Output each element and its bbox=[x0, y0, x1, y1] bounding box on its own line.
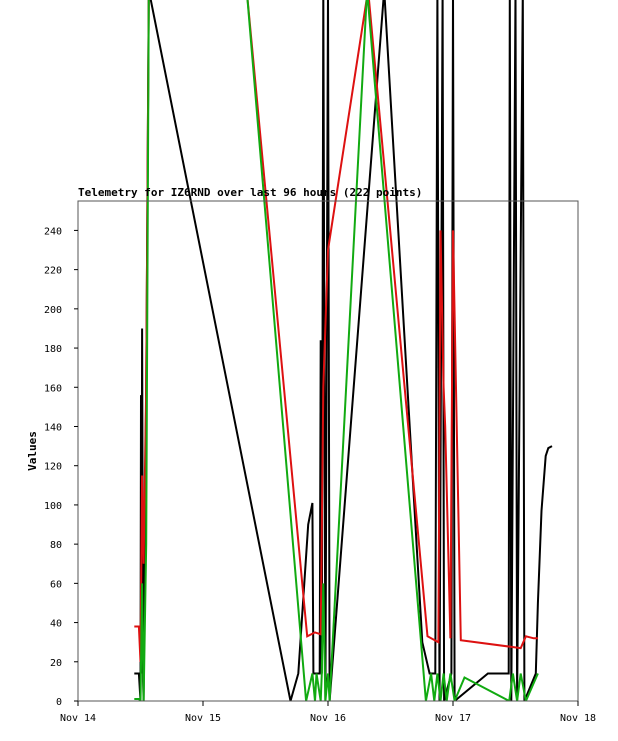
x-tick-label: Nov 16 bbox=[310, 713, 346, 724]
x-tick-label: Nov 18 bbox=[560, 713, 596, 724]
y-tick-label: 20 bbox=[50, 658, 62, 669]
y-tick-label: 40 bbox=[50, 619, 62, 630]
series-line-1 bbox=[134, 0, 553, 701]
y-tick-label: 60 bbox=[50, 579, 62, 590]
y-tick-label: 200 bbox=[44, 305, 62, 316]
x-tick-label: Nov 17 bbox=[435, 713, 471, 724]
series-line-2 bbox=[134, 0, 538, 662]
y-tick-label: 0 bbox=[56, 697, 62, 708]
x-tick-label: Nov 15 bbox=[185, 713, 221, 724]
y-tick-label: 160 bbox=[44, 383, 62, 394]
y-tick-label: 220 bbox=[44, 266, 62, 277]
series-line-3 bbox=[134, 0, 539, 701]
y-axis-label: Values bbox=[26, 431, 39, 471]
x-tick-label: Nov 14 bbox=[60, 713, 96, 724]
y-tick-label: 240 bbox=[44, 226, 62, 237]
y-tick-label: 120 bbox=[44, 462, 62, 473]
y-tick-label: 180 bbox=[44, 344, 62, 355]
series-layer bbox=[134, 0, 553, 701]
y-tick-label: 80 bbox=[50, 540, 62, 551]
y-tick-label: 100 bbox=[44, 501, 62, 512]
y-tick-label: 140 bbox=[44, 422, 62, 433]
y-axis: 0 20 40 60 80 100 120 140 160 180 200 220 240 bbox=[44, 226, 78, 708]
chart-title: Telemetry for IZ6RND over last 96 hours … bbox=[78, 186, 422, 199]
x-axis: Nov 14 Nov 15 Nov 16 Nov 17 Nov 18 bbox=[60, 701, 596, 724]
